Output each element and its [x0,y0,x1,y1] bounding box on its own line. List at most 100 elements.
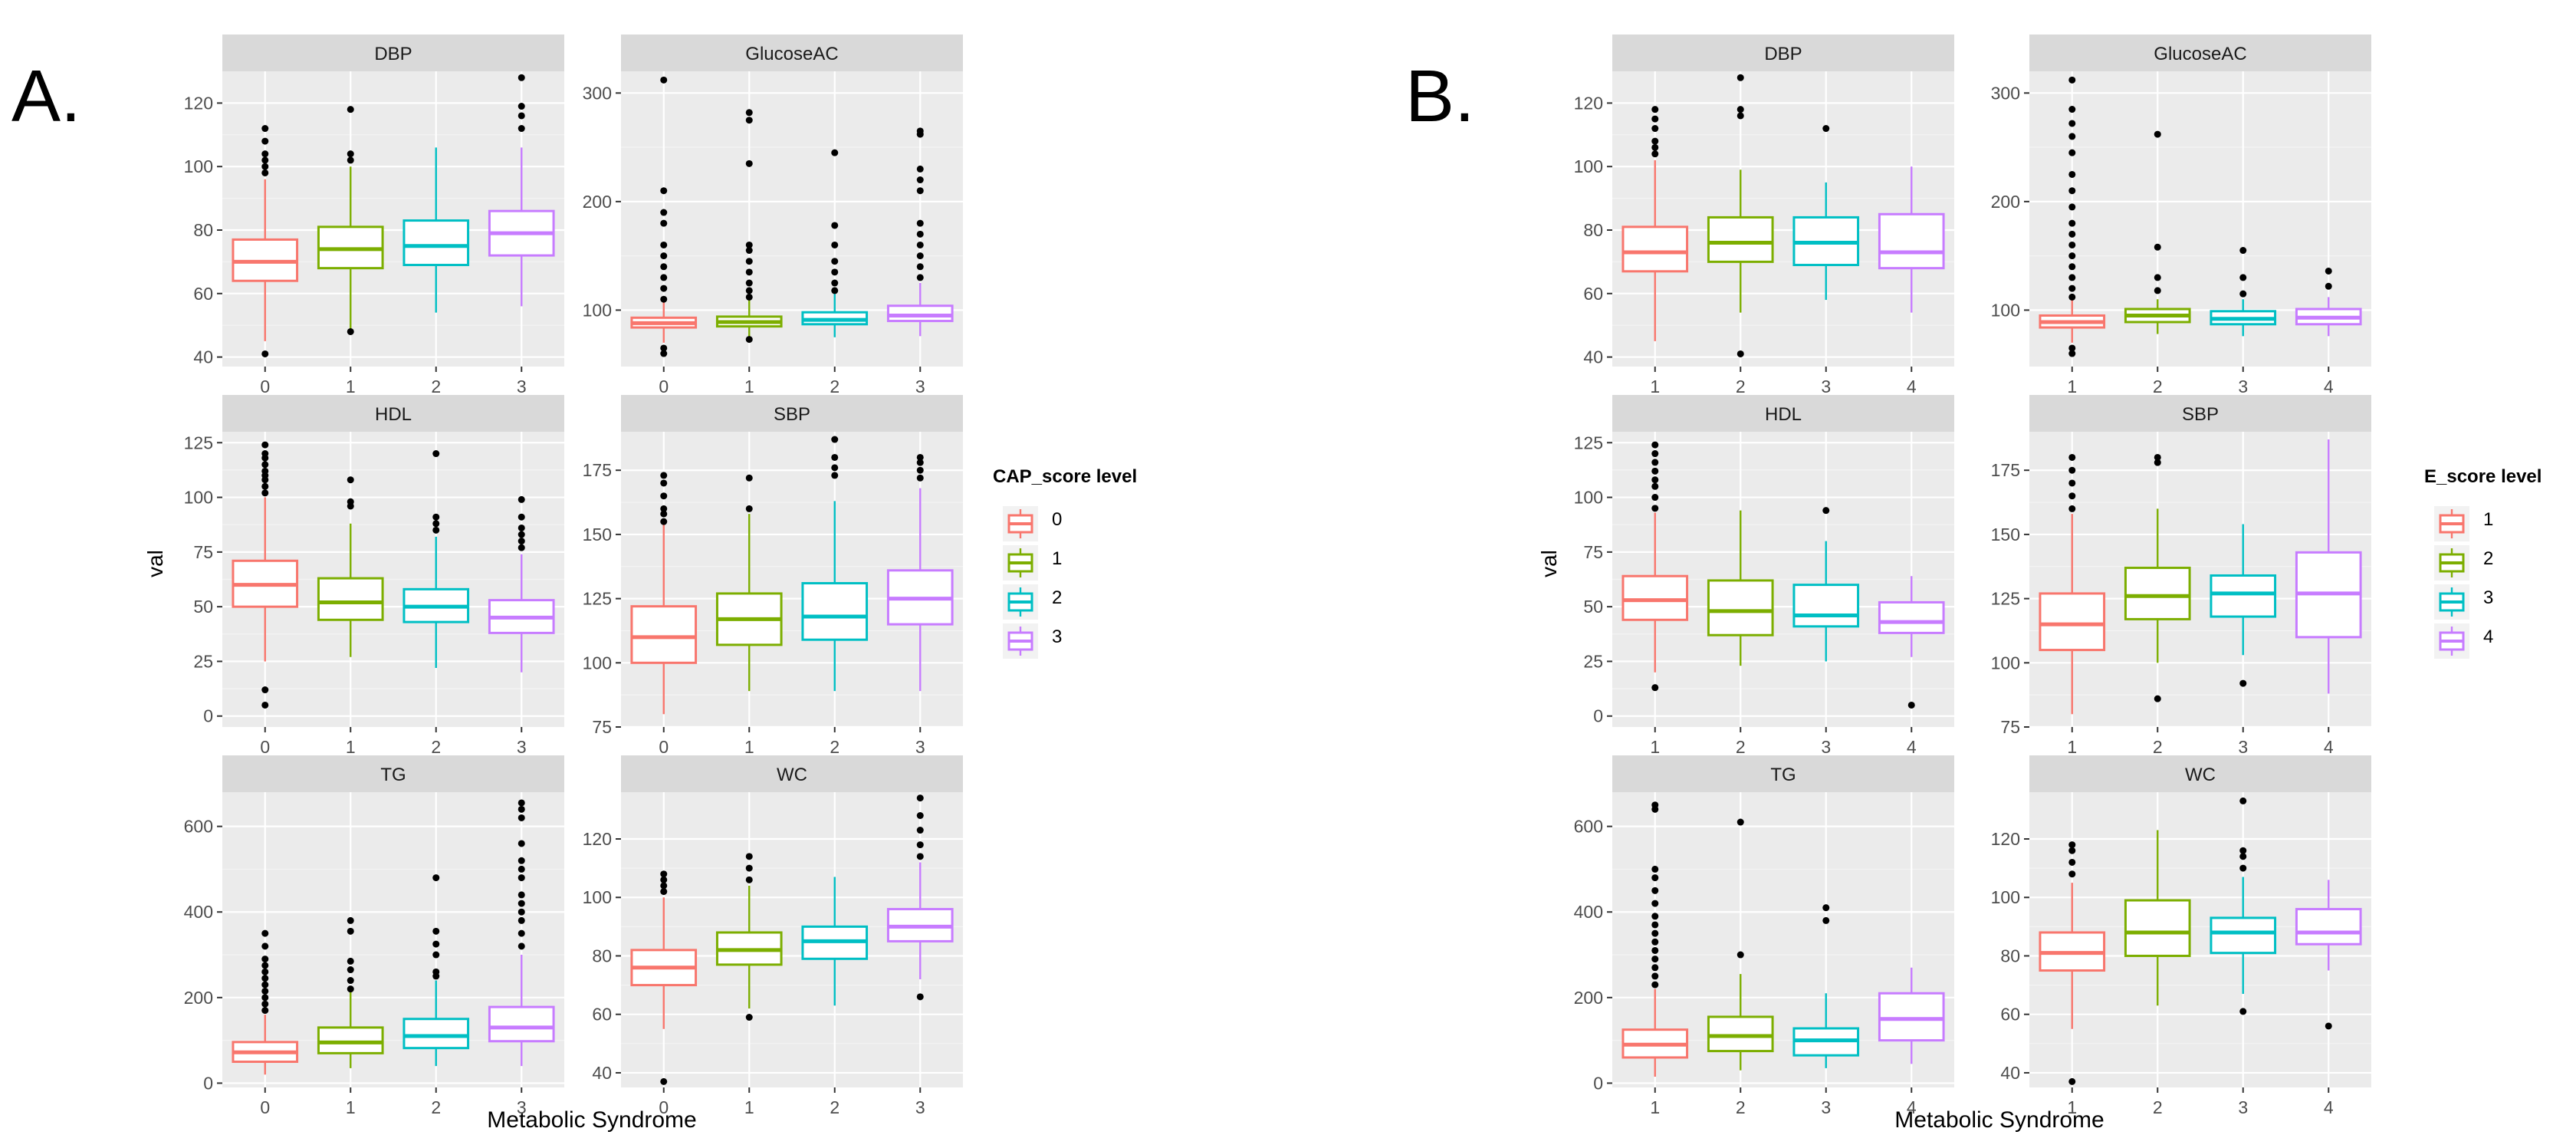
outlier-point [660,274,668,281]
figure-b-label: B. [1405,55,1475,137]
outlier-point [432,940,440,948]
y-tick-label: 120 [1991,829,2020,849]
outlier-point [1651,921,1659,929]
x-tick-label: 1 [346,737,356,757]
outlier-point [261,975,269,982]
y-tick-label: 100 [583,887,612,907]
outlier-point [2239,847,2247,854]
outlier-point [518,103,525,110]
box-iqr [402,219,470,267]
outlier-point [831,149,839,156]
outlier-point [518,908,525,916]
outlier-point [2154,243,2161,251]
facet-strip [2029,395,2371,432]
x-tick-label: 0 [659,1097,669,1117]
outlier-point [916,459,924,466]
box-4 [1878,967,1945,1064]
outlier-point [745,247,753,255]
figure-b-xlabel: Metabolic Syndrome [1894,1107,2104,1133]
y-tick-label: 200 [1991,192,2020,212]
outlier-point [347,476,354,484]
figure-a-ylabel: val [143,550,167,577]
outlier-point [1651,929,1659,937]
figure-a-xlabel: Metabolic Syndrome [487,1107,696,1133]
outlier-point [518,874,525,882]
outlier-point [2068,841,2076,849]
y-tick-label: 75 [592,717,612,737]
x-tick-label: 2 [2153,1097,2163,1117]
facet-strip [2029,35,2371,71]
y-tick-label: 80 [2000,946,2020,965]
outlier-point [2068,344,2076,352]
outlier-point [261,994,269,1002]
y-tick-label: 80 [1583,220,1603,240]
y-tick-label: 50 [193,597,213,617]
box-1 [715,853,783,1021]
outlier-point [261,962,269,969]
y-tick-label: 100 [184,156,213,176]
y-tick-label: 200 [1574,988,1603,1008]
outlier-point [660,492,668,500]
outlier-point [1651,900,1659,907]
outlier-point [1651,505,1659,512]
outlier-point [1651,476,1659,484]
legend-entry-3: 3 [1052,627,1062,647]
x-tick-label: 3 [1821,737,1831,757]
x-tick-label: 3 [915,377,925,396]
box-1 [2039,76,2106,357]
box-3 [488,799,555,1067]
box-iqr [2210,574,2277,618]
y-tick-label: 125 [1574,433,1603,452]
outlier-point [1822,507,1830,515]
outlier-point [916,263,924,271]
outlier-point [660,285,668,292]
outlier-point [660,479,668,487]
outlier-point [745,268,753,276]
box-2 [402,450,470,668]
facet-strip [621,395,963,432]
x-tick-label: 2 [1736,377,1746,396]
legend-keys [1003,506,1038,659]
outlier-point [916,274,924,281]
outlier-point [432,520,440,528]
outlier-point [831,241,839,248]
outlier-point [2239,1008,2247,1015]
outlier-point [518,531,525,538]
outlier-point [2068,241,2076,248]
outlier-point [916,230,924,238]
y-tick-label: 100 [1991,887,2020,907]
outlier-point [916,811,924,819]
box-1 [317,916,384,1068]
outlier-point [518,112,525,120]
outlier-point [518,524,525,531]
box-iqr [317,577,384,621]
x-tick-label: 2 [431,737,441,757]
facet-strip [222,35,564,71]
outlier-point [916,474,924,482]
outlier-point [2068,479,2076,487]
outlier-point [831,436,839,443]
figure-a: A. val Metabolic Syndrome DBP40608010012… [12,35,1137,1133]
box-1 [317,476,384,657]
outlier-point [2068,1077,2076,1085]
outlier-point [261,968,269,975]
y-tick-label: 60 [193,284,213,304]
outlier-point [261,450,269,458]
y-tick-label: 100 [184,488,213,508]
outlier-point [518,929,525,937]
outlier-point [261,137,269,145]
outlier-point [745,853,753,860]
outlier-point [261,981,269,988]
box-iqr [2295,907,2362,946]
y-tick-label: 100 [583,653,612,673]
outlier-point [2325,1022,2332,1030]
box-4 [1878,166,1945,313]
x-tick-label: 1 [744,1097,754,1117]
outlier-point [660,510,668,518]
outlier-point [347,916,354,924]
outlier-point [1651,946,1659,954]
x-tick-label: 1 [2067,377,2077,396]
outlier-point [831,472,839,479]
y-tick-label: 0 [203,1073,213,1093]
y-tick-label: 80 [193,220,213,240]
